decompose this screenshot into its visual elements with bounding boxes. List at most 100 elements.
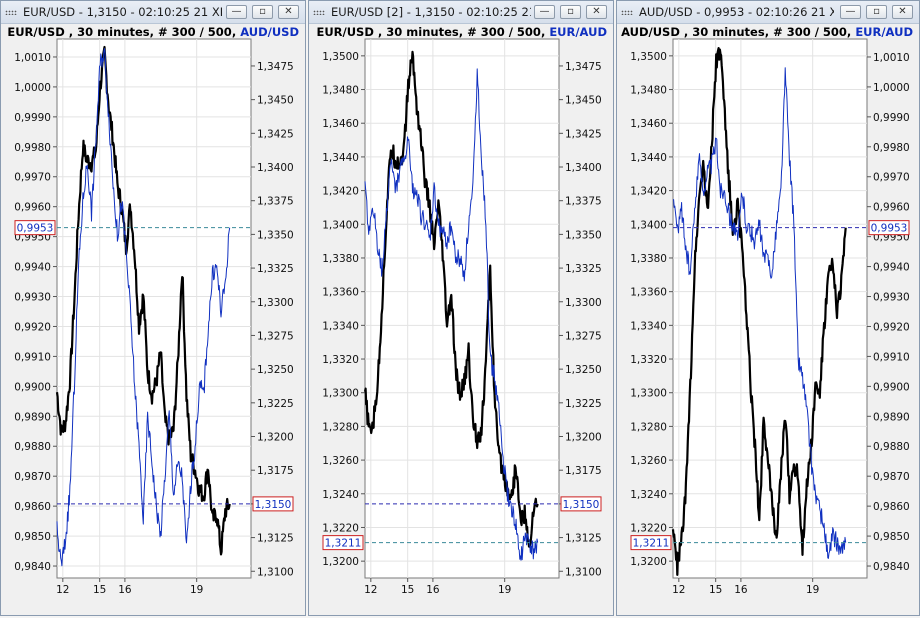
chart-header: EUR/USD , 30 minutes, # 300 / 500, EUR/A… (316, 25, 607, 39)
right-price-marker: 1,3150 (563, 499, 600, 511)
left-axis-tick-label: 1,3420 (322, 186, 359, 198)
chart-window-1[interactable]: EUR/USD - 1,3150 - 02:10:25 21 XII (... … (0, 0, 306, 616)
left-axis-tick-label: 1,3480 (322, 85, 359, 97)
left-axis-tick-label: 0,9990 (14, 112, 51, 124)
right-axis-tick-label: 0,9920 (873, 321, 910, 333)
right-axis-tick-label: 1,3450 (257, 95, 294, 107)
right-axis-tick-label: 1,3100 (257, 566, 294, 578)
chart-svg: EUR/USD , 30 minutes, # 300 / 500, EUR/A… (316, 25, 607, 596)
left-axis-tick-label: 1,3440 (630, 152, 667, 164)
left-axis-tick-label: 1,3320 (322, 354, 359, 366)
right-axis-tick-label: 1,3175 (257, 465, 294, 477)
window-titlebar[interactable]: EUR/USD - 1,3150 - 02:10:25 21 XII (... … (1, 1, 305, 24)
right-axis-tick-label: 1,3475 (565, 61, 602, 73)
right-axis-tick-label: 0,9990 (873, 112, 910, 124)
chart-header-overlay: EUR/AUD (855, 25, 913, 39)
left-axis-tick-label: 1,3260 (322, 455, 359, 467)
right-axis-tick-label: 1,3300 (257, 297, 294, 309)
left-axis-tick-label: 0,9930 (14, 292, 51, 304)
window-titlebar[interactable]: EUR/USD [2] - 1,3150 - 02:10:25 21 ... —… (309, 1, 613, 24)
series-line-aud-usd (56, 48, 231, 567)
right-axis-tick-label: 0,9940 (873, 262, 910, 274)
left-axis-tick-label: 0,9900 (14, 381, 51, 393)
left-axis-tick-label: 1,3500 (322, 51, 359, 63)
left-axis-tick-label: 1,3280 (322, 421, 359, 433)
maximize-button[interactable]: ▫ (866, 5, 887, 19)
left-axis-tick-label: 1,3340 (322, 320, 359, 332)
grip-icon[interactable] (621, 10, 633, 15)
maximize-button[interactable]: ▫ (252, 5, 273, 19)
right-axis-tick-label: 0,9870 (873, 471, 910, 483)
series-line-eur-aud (672, 67, 847, 559)
right-axis-tick-label: 1,3475 (257, 61, 294, 73)
left-axis-tick-label: 1,3280 (630, 421, 667, 433)
left-axis-tick-label: 0,9910 (14, 351, 51, 363)
x-axis-tick-label: 12 (56, 584, 69, 596)
left-axis-tick-label: 1,3440 (322, 152, 359, 164)
chart-window-2[interactable]: EUR/USD [2] - 1,3150 - 02:10:25 21 ... —… (308, 0, 614, 616)
right-axis-tick-label: 1,3225 (257, 398, 294, 410)
chart-window-3[interactable]: AUD/USD - 0,9953 - 02:10:26 21 XII ... —… (616, 0, 920, 616)
right-axis-tick-label: 1,3350 (257, 229, 294, 241)
left-price-marker-box (14, 220, 56, 236)
grip-icon[interactable] (313, 10, 325, 15)
right-axis-tick-label: 1,3425 (257, 128, 294, 140)
window-title: EUR/USD - 1,3150 - 02:10:25 21 XII (... (23, 5, 223, 19)
x-axis-tick-label: 19 (190, 584, 203, 596)
right-axis-tick-label: 1,3400 (565, 162, 602, 174)
right-axis-tick-label: 1,3250 (257, 364, 294, 376)
maximize-button[interactable]: ▫ (560, 5, 581, 19)
x-axis-tick-label: 16 (118, 584, 132, 596)
left-axis-tick-label: 1,3320 (630, 354, 667, 366)
minimize-button[interactable]: — (534, 5, 555, 19)
right-axis-tick-label: 1,3100 (565, 566, 602, 578)
right-axis-tick-label: 1,3125 (257, 533, 294, 545)
x-axis-tick-label: 16 (426, 584, 440, 596)
minimize-button[interactable]: — (226, 5, 247, 19)
left-price-marker: 1,3211 (325, 538, 362, 550)
left-axis-tick-label: 1,0000 (14, 82, 51, 94)
window-titlebar[interactable]: AUD/USD - 0,9953 - 02:10:26 21 XII ... —… (617, 1, 919, 24)
left-axis-tick-label: 1,3220 (322, 522, 359, 534)
left-axis-tick-label: 1,3480 (630, 85, 667, 97)
left-axis-tick-label: 1,3260 (630, 455, 667, 467)
left-axis-tick-label: 1,3380 (322, 253, 359, 265)
left-axis-tick-label: 1,3360 (322, 287, 359, 299)
right-axis-tick-label: 1,3175 (565, 465, 602, 477)
window-title: EUR/USD [2] - 1,3150 - 02:10:25 21 ... (331, 5, 531, 19)
x-axis-tick-label: 16 (734, 584, 748, 596)
right-axis-tick-label: 0,9900 (873, 381, 910, 393)
left-axis-tick-label: 1,3420 (630, 186, 667, 198)
left-axis-tick-label: 0,9860 (14, 501, 51, 513)
left-axis-tick-label: 1,3460 (630, 118, 667, 130)
right-axis-tick-label: 0,9970 (873, 172, 910, 184)
right-axis-tick-label: 1,3450 (565, 95, 602, 107)
left-axis-tick-label: 0,9970 (14, 172, 51, 184)
right-axis-tick-label: 1,3200 (565, 432, 602, 444)
right-axis-tick-label: 0,9840 (873, 561, 910, 573)
left-axis-tick-label: 1,3240 (630, 489, 667, 501)
right-axis-tick-label: 1,0010 (873, 52, 910, 64)
chart-header-overlay: EUR/AUD (549, 25, 607, 39)
minimize-button[interactable]: — (840, 5, 861, 19)
chart-svg: AUD/USD , 30 minutes, # 300 / 500, EUR/A… (621, 25, 913, 596)
left-axis-tick-label: 0,9840 (14, 561, 51, 573)
left-axis-tick-label: 1,3360 (630, 287, 667, 299)
right-axis-tick-label: 1,3200 (257, 432, 294, 444)
close-button[interactable]: ✕ (278, 5, 299, 19)
right-axis-tick-label: 1,3225 (565, 398, 602, 410)
right-price-marker: 0,9953 (871, 223, 908, 235)
window-title: AUD/USD - 0,9953 - 02:10:26 21 XII ... (639, 5, 834, 19)
right-axis-tick-label: 1,3350 (565, 229, 602, 241)
left-price-marker: 0,9953 (17, 223, 54, 235)
left-axis-tick-label: 1,3300 (322, 388, 359, 400)
right-price-marker-box (252, 496, 294, 512)
close-button[interactable]: ✕ (892, 5, 913, 19)
grip-icon[interactable] (5, 10, 17, 15)
left-axis-tick-label: 1,3200 (630, 556, 667, 568)
close-button[interactable]: ✕ (586, 5, 607, 19)
plot-area (364, 38, 560, 579)
right-axis-tick-label: 1,3325 (257, 263, 294, 275)
right-axis-tick-label: 0,9890 (873, 411, 910, 423)
right-axis-tick-label: 1,3275 (565, 330, 602, 342)
